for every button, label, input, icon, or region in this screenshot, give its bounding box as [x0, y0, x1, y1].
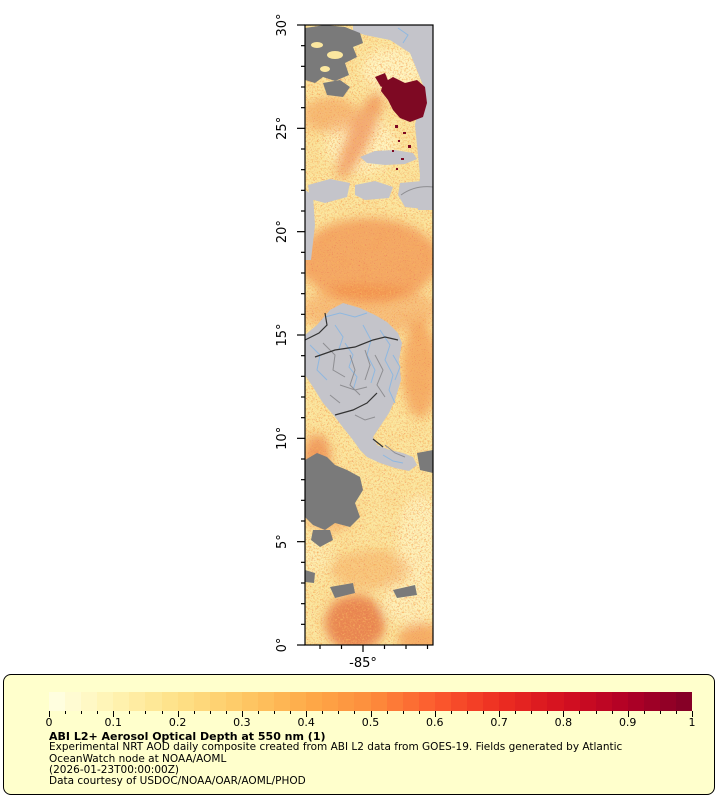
legend-panel: 0 0.1 0.2 0.3 0.4 0.5 0.6 0.7 0.8 0.9 1 ABI L2+ Ae…: [3, 674, 715, 795]
colorbar-tick-label: 0.6: [426, 716, 444, 729]
legend-timestamp: (2026-01-23T00:00:00Z): [49, 763, 179, 776]
legend-description-line-2: OceanWatch node at NOAA/AOML: [49, 752, 227, 765]
lat-tick-label: 25°: [275, 117, 290, 140]
legend-description-line-1: Experimental NRT AOD daily composite cre…: [49, 741, 623, 754]
aod-map-figure: 0° 5° 10° 15° 20° 25° 30° -85°: [270, 10, 450, 671]
map-plot: [305, 25, 433, 645]
lon-tick-label: -85°: [349, 656, 377, 670]
legend-credit: Data courtesy of USDOC/NOAA/OAR/AOML/PHO…: [49, 775, 306, 788]
lat-tick-label: 15°: [275, 323, 290, 346]
axes: 0° 5° 10° 15° 20° 25° 30° -85°: [275, 13, 429, 671]
colorbar-tick-label: 0.5: [361, 716, 380, 729]
lat-tick-label: 5°: [275, 534, 290, 549]
colorbar-tick-label: 0.2: [168, 716, 187, 729]
colorbar-tick-label: 0.1: [104, 716, 123, 729]
colorbar: [49, 692, 693, 711]
legend-text-block: ABI L2+ Aerosol Optical Depth at 550 nm …: [49, 731, 704, 787]
cloud-holes: [311, 42, 343, 72]
colorbar-tick-label: 0.3: [233, 716, 251, 729]
legend-title: ABI L2+ Aerosol Optical Depth at 550 nm …: [49, 730, 326, 743]
admin-border-lines: [322, 186, 433, 458]
country-border-lines: [305, 312, 399, 448]
colorbar-tick-label: 1: [688, 716, 696, 729]
lat-tick-label: 0°: [275, 638, 290, 653]
central-america-landmass: [305, 303, 417, 471]
colorbar-ticks: [49, 711, 693, 717]
colorbar-tick-label: 0: [45, 716, 53, 729]
colorbar-tick-label: 0.8: [554, 716, 573, 729]
colorbar-tick-label: 0.9: [618, 716, 637, 729]
lat-tick-label: 20°: [275, 220, 290, 243]
lat-tick-label: 10°: [275, 427, 290, 450]
colorbar-tick-label: 0.4: [297, 716, 315, 729]
colorbar-tick-label: 0.7: [490, 716, 508, 729]
max-aod-blob: [375, 73, 427, 170]
lat-tick-label: 30°: [275, 13, 290, 36]
colorbar-tick-labels: 0 0.1 0.2 0.3 0.4 0.5 0.6 0.7 0.8 0.9 1: [45, 716, 696, 730]
aod-map: 0° 5° 10° 15° 20° 25° 30° -85°: [275, 13, 434, 671]
